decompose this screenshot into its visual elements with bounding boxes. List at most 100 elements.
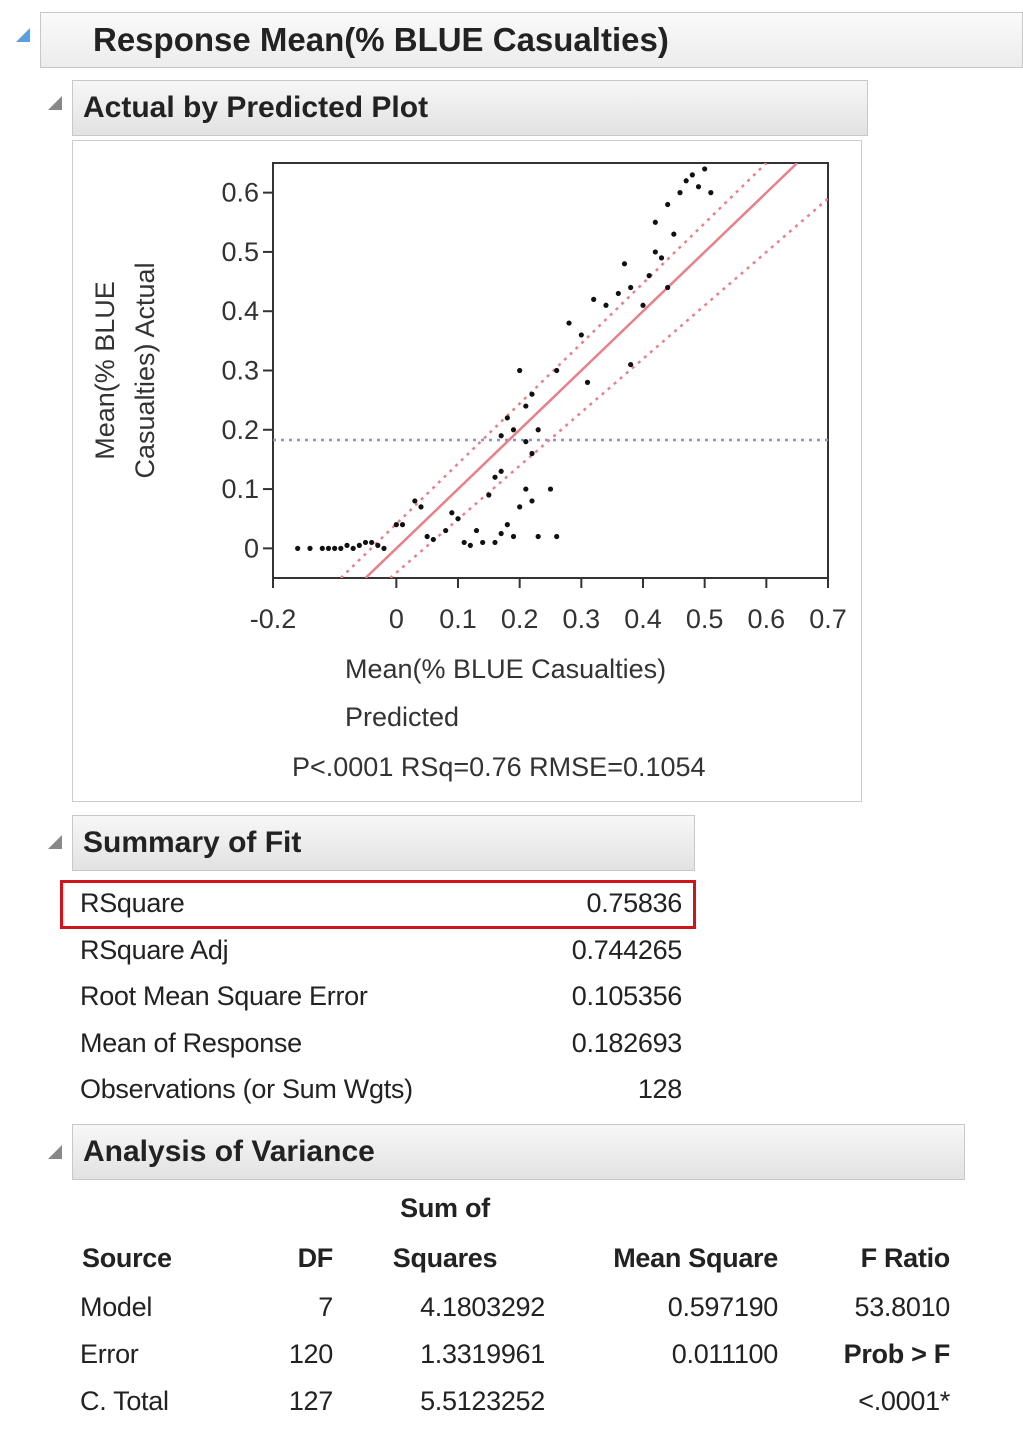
point (523, 403, 529, 409)
x-tick-label: -0.2 (250, 604, 297, 634)
y-tick-label: 0 (244, 533, 259, 563)
point (418, 504, 424, 510)
point (628, 284, 634, 291)
point (584, 379, 591, 385)
point (319, 545, 325, 551)
fit-label: Mean of Response (80, 1027, 302, 1058)
point (695, 184, 702, 190)
confidence-curve (389, 197, 828, 578)
column-header: Source (82, 1243, 172, 1273)
column-header: Sum of (400, 1193, 490, 1223)
x-tick-label: 0 (389, 604, 404, 634)
point (665, 284, 671, 291)
table-cell: 53.8010 (854, 1292, 951, 1322)
table-cell: 4.1803292 (420, 1292, 545, 1322)
plot-panel (72, 140, 862, 802)
point (338, 545, 344, 551)
point (615, 290, 621, 297)
fit-label: RSquare Adj (80, 934, 229, 965)
point (652, 249, 658, 255)
table-cell: Error (80, 1339, 139, 1369)
point (591, 296, 597, 302)
point (504, 415, 510, 421)
point (510, 427, 517, 433)
outline-toggle[interactable] (48, 96, 62, 110)
fit-label: RSquare (80, 888, 185, 918)
point (566, 320, 572, 326)
fit-line (364, 163, 799, 578)
point (381, 545, 387, 551)
y-axis-label: Mean(% BLUE Casualties) Actual (90, 262, 160, 478)
table-cell: 5.5123252 (420, 1386, 545, 1416)
point (443, 527, 449, 534)
table-cell: 1.3319961 (420, 1339, 545, 1369)
point (677, 190, 683, 196)
column-header: Squares (392, 1243, 498, 1273)
point (399, 522, 406, 528)
y-tick-label: 0.5 (221, 237, 259, 267)
point (295, 545, 301, 551)
fit-value: 0.182693 (571, 1027, 683, 1058)
point (603, 302, 609, 308)
point (523, 486, 529, 492)
column-header: F Ratio (860, 1243, 951, 1273)
y-axis-label-line: Mean(% BLUE (90, 281, 120, 460)
section-header: Actual by Predicted Plot (72, 80, 868, 136)
table-cell: Prob > F (843, 1339, 951, 1369)
point (455, 516, 461, 522)
point (449, 510, 455, 516)
point (498, 468, 504, 474)
table-cell: C. Total (80, 1386, 169, 1416)
point (412, 498, 418, 504)
x-axis-label: Predicted (345, 702, 459, 732)
point (424, 533, 430, 540)
point (529, 498, 535, 504)
y-tick-label: 0.4 (221, 296, 259, 326)
section-header: Summary of Fit (72, 815, 695, 871)
outline-toggle[interactable] (48, 1145, 62, 1159)
highlight-box (60, 880, 696, 929)
point (523, 439, 529, 445)
point (486, 492, 492, 498)
point (430, 536, 436, 543)
outline-toggle[interactable] (16, 28, 30, 42)
point (492, 474, 498, 480)
point (325, 545, 332, 551)
fit-value: 0.744265 (571, 934, 683, 965)
point (369, 539, 375, 546)
point (510, 533, 517, 540)
column-header: Mean Square (613, 1243, 778, 1273)
point (498, 530, 504, 537)
plot-frame (272, 162, 829, 579)
point (375, 542, 381, 548)
point (492, 539, 498, 546)
table-cell: 0.597190 (667, 1292, 779, 1322)
y-tick-label: 0.3 (221, 356, 259, 386)
point (621, 261, 628, 267)
point (332, 545, 338, 551)
point (708, 190, 714, 196)
point (498, 433, 504, 439)
point (646, 273, 652, 279)
point (473, 527, 480, 534)
point (640, 302, 646, 308)
table-cell: <.0001* (858, 1386, 950, 1416)
report-title: Response Mean(% BLUE Casualties) (40, 12, 1023, 68)
x-tick-label: 0.5 (686, 604, 724, 634)
fit-statistics: P<.0001 RSq=0.76 RMSE=0.1054 (292, 752, 706, 782)
table-cell: 0.011100 (671, 1339, 779, 1369)
section-header: Analysis of Variance (72, 1124, 965, 1180)
point (467, 542, 473, 548)
x-tick-label: 0.3 (563, 604, 601, 634)
point (578, 332, 584, 338)
point (671, 231, 677, 237)
point (535, 533, 541, 540)
fit-value: 0.105356 (571, 981, 683, 1011)
outline-toggle[interactable] (48, 835, 62, 849)
point (529, 391, 535, 397)
x-tick-label: 0.6 (748, 604, 786, 634)
confidence-curve (339, 163, 768, 578)
y-tick-label: 0.6 (221, 178, 259, 208)
point (504, 522, 510, 528)
